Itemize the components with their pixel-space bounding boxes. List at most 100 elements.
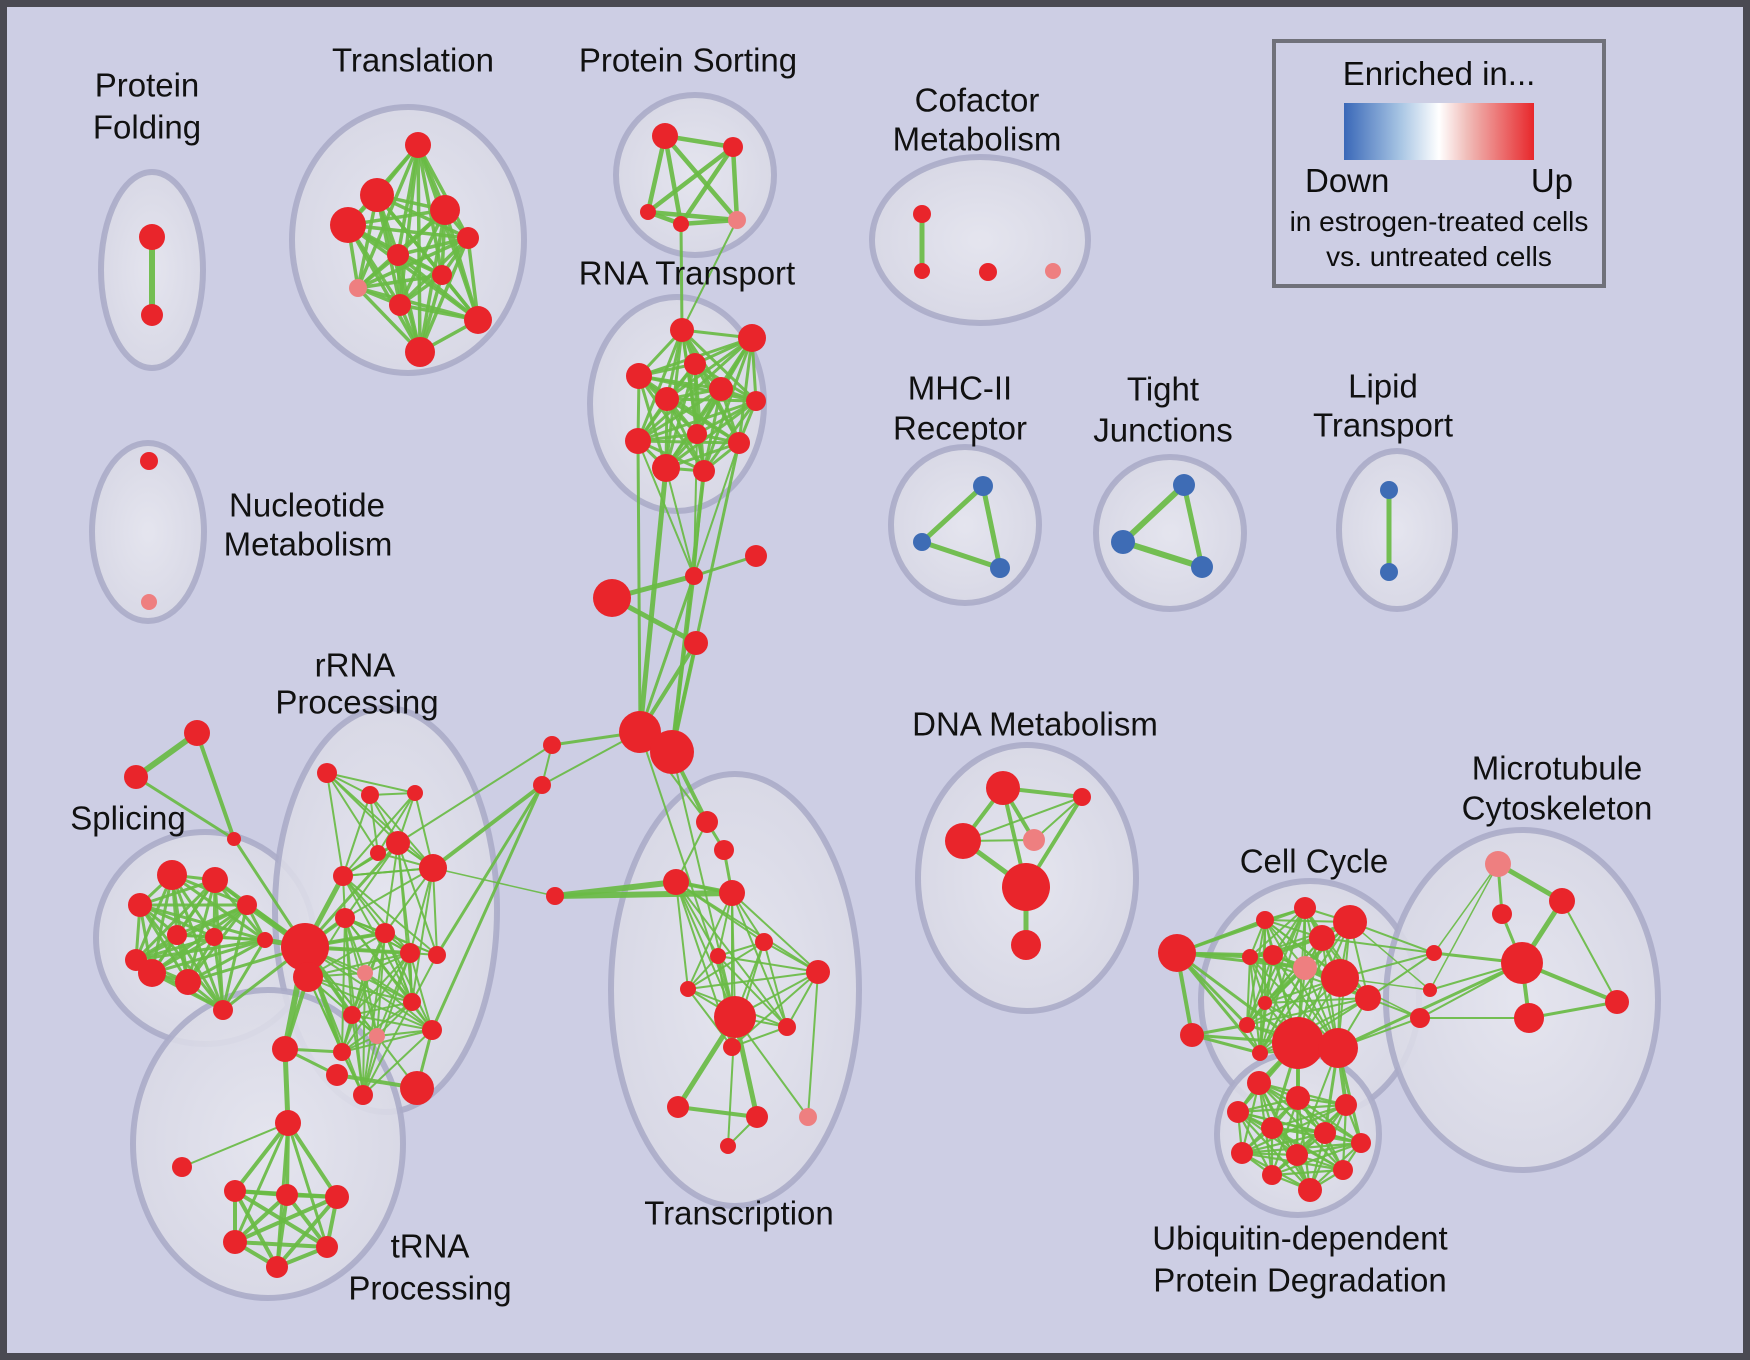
network-node: [1045, 263, 1061, 279]
network-node: [1501, 942, 1543, 984]
network-node: [728, 432, 750, 454]
protein-folding-label: Folding: [93, 109, 201, 146]
network-edge: [351, 1014, 364, 1096]
network-node: [457, 227, 479, 249]
network-edge: [432, 867, 556, 897]
network-node: [650, 730, 694, 774]
network-edge: [737, 336, 754, 445]
ubiquitin-dependent-protein-degradation-label: Protein Degradation: [1153, 1262, 1447, 1299]
network-node: [430, 195, 460, 225]
network-node: [1298, 1178, 1322, 1202]
legend-subtitle-line1: in estrogen-treated cells: [1289, 206, 1589, 237]
network-edge: [665, 397, 758, 403]
network-edge: [435, 783, 544, 957]
microtubule-cytoskeleton-ellipse: [1383, 827, 1661, 1173]
network-node: [714, 996, 756, 1038]
network-edge: [430, 783, 544, 1032]
network-edge: [1120, 482, 1187, 545]
network-node: [663, 869, 689, 895]
network-edge: [645, 209, 740, 223]
rrna-processing-label: rRNA: [315, 647, 396, 684]
lipid-transport-label: Transport: [1313, 407, 1453, 444]
network-node: [709, 377, 733, 401]
legend-gradient-bar: [1344, 103, 1534, 160]
network-edge: [397, 842, 413, 1003]
ubiquitin-dependent-protein-degradation-label: Ubiquitin-dependent: [1152, 1220, 1447, 1257]
network-node: [223, 1230, 247, 1254]
cofactor-metabolism-ellipse: [869, 154, 1091, 326]
network-node: [655, 387, 679, 411]
network-node: [293, 962, 323, 992]
network-edge: [409, 952, 433, 1031]
network-node: [357, 965, 373, 981]
network-edge: [150, 938, 267, 975]
network-edge: [1120, 539, 1205, 570]
network-edge: [418, 236, 470, 354]
network-node: [543, 736, 561, 754]
network-edge: [919, 539, 1003, 571]
network-node: [533, 776, 551, 794]
network-edge: [552, 890, 735, 899]
network-node: [141, 304, 163, 326]
network-edge: [679, 222, 684, 332]
network-edge: [362, 1035, 378, 1096]
network-edge: [662, 133, 740, 223]
mhc-ii-receptor-ellipse: [888, 444, 1042, 606]
network-edge: [1270, 1126, 1345, 1172]
network-edge: [1249, 956, 1261, 1054]
network-node: [1023, 829, 1045, 851]
network-edge: [233, 1121, 290, 1244]
network-edge: [346, 223, 470, 240]
network-node: [1549, 888, 1575, 914]
network-edge: [681, 219, 738, 331]
network-node: [1242, 949, 1258, 965]
network-edge: [233, 1189, 279, 1269]
network-node: [272, 1036, 298, 1062]
network-node: [1191, 556, 1213, 578]
network-node: [1293, 956, 1317, 980]
network-edge: [1308, 1103, 1348, 1192]
network-edge: [286, 1121, 339, 1199]
network-edge: [1336, 961, 1524, 1050]
network-node: [139, 224, 165, 250]
network-node: [1180, 1023, 1204, 1047]
network-node: [422, 1020, 442, 1040]
network-edge: [1270, 1168, 1345, 1177]
network-node: [673, 216, 689, 232]
network-edge: [351, 952, 411, 1016]
network-node: [719, 880, 745, 906]
network-edge: [397, 842, 438, 956]
network-edge: [731, 892, 819, 973]
network-edge: [665, 336, 754, 401]
network-node: [375, 923, 395, 943]
network-edge: [702, 336, 754, 473]
network-node: [237, 895, 257, 915]
tight-junctions-label: Tight: [1127, 371, 1199, 408]
legend-subtitle-line2: vs. untreated cells: [1326, 241, 1552, 272]
network-node: [714, 840, 734, 860]
network-node: [1335, 1094, 1357, 1116]
network-node: [317, 763, 337, 783]
network-edge: [432, 867, 438, 956]
network-edge: [763, 941, 788, 1028]
network-edge: [1181, 482, 1205, 570]
network-edge: [1433, 863, 1499, 954]
network-edge: [680, 328, 758, 403]
network-node: [670, 318, 694, 342]
legend-title: Enriched in...: [1342, 55, 1536, 92]
network-node: [723, 1038, 741, 1056]
network-node: [710, 948, 726, 964]
network-edge: [919, 483, 986, 545]
network-edge: [341, 1029, 433, 1053]
network-node: [1247, 1071, 1271, 1095]
network-edge: [356, 273, 444, 290]
network-node: [625, 428, 651, 454]
network-node: [1158, 934, 1196, 972]
network-edge: [346, 223, 422, 354]
network-node: [593, 579, 631, 617]
network-node: [353, 1085, 373, 1105]
network-node: [1485, 851, 1511, 877]
trna-processing-label: tRNA: [391, 1228, 470, 1265]
network-edge: [134, 903, 249, 962]
network-node: [723, 137, 743, 157]
